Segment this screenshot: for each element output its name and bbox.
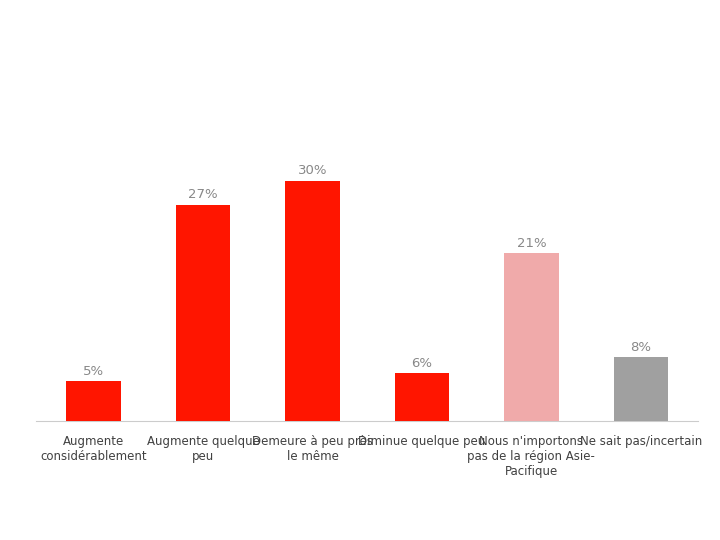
Text: 6%: 6% xyxy=(411,357,433,370)
Bar xyxy=(66,381,121,421)
Bar xyxy=(613,357,668,421)
Bar xyxy=(176,205,230,421)
Text: 8%: 8% xyxy=(631,341,652,354)
Bar xyxy=(395,373,449,421)
Text: 21%: 21% xyxy=(517,237,546,249)
Bar xyxy=(504,253,559,421)
Text: 27%: 27% xyxy=(188,188,217,201)
Bar xyxy=(285,180,340,421)
Text: 5%: 5% xyxy=(83,365,104,378)
Text: 30%: 30% xyxy=(297,164,327,177)
